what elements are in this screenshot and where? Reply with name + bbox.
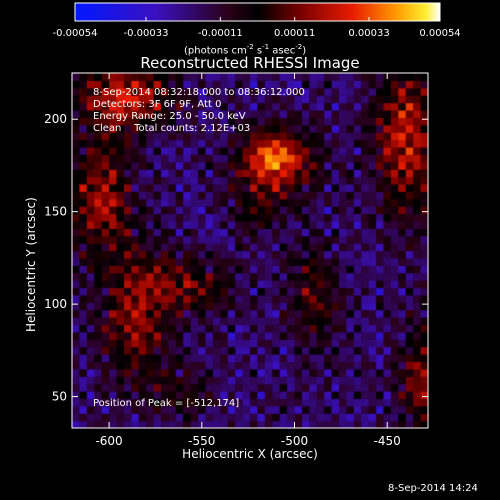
colorbar-tick-label: -0.00033 — [123, 28, 168, 39]
x-tick-label: -550 — [188, 434, 215, 448]
colorbar-tick-label: -0.00054 — [53, 28, 98, 39]
observation-info: 8-Sep-2014 08:32:18.000 to 08:36:12.000 … — [93, 88, 305, 134]
colorbar-tick-label: 0.00054 — [419, 28, 460, 39]
x-tick-label: -450 — [374, 434, 401, 448]
x-tick-label: -500 — [281, 434, 308, 448]
y-axis-ticks: 50 100 150 200 — [44, 112, 428, 404]
info-line-clean: Clean Total counts: 2.12E+03 — [93, 123, 251, 134]
x-axis-label: Heliocentric X (arcsec) — [182, 447, 318, 461]
chart-title: Reconstructed RHESSI Image — [140, 54, 360, 72]
y-tick-label: 200 — [44, 112, 67, 126]
colorbar-ticks: -0.00054 -0.00033 -0.00011 0.00011 0.00033 0.… — [53, 17, 461, 39]
y-tick-label: 150 — [44, 205, 67, 219]
info-line-detectors: Detectors: 3F 6F 9F, Att 0 — [93, 99, 222, 110]
info-line-time: 8-Sep-2014 08:32:18.000 to 08:36:12.000 — [93, 87, 305, 98]
footer-timestamp: 8-Sep-2014 14:24 — [388, 483, 478, 494]
plot-frame — [71, 72, 429, 429]
x-tick-label: -600 — [95, 434, 122, 448]
x-axis-ticks: -600 -550 -500 -450 — [95, 73, 401, 448]
y-tick-label: 100 — [44, 297, 67, 311]
colorbar: -0.00054 -0.00033 -0.00011 0.00011 0.00033 0.… — [53, 2, 461, 39]
heatmap-image — [72, 73, 428, 428]
colorbar-unit-label: (photons cm-2 s-1 asec-2) — [184, 43, 307, 57]
y-axis-label: Heliocentric Y (arcsec) — [24, 197, 38, 332]
peak-position-label: Position of Peak = [-512,174] — [93, 398, 240, 409]
y-tick-label: 50 — [52, 390, 67, 404]
colorbar-tick-label: -0.00011 — [198, 28, 243, 39]
info-line-energy: Energy Range: 25.0 - 50.0 keV — [93, 111, 246, 122]
colorbar-tick-label: 0.00033 — [348, 28, 389, 39]
colorbar-tick-label: 0.00011 — [274, 28, 315, 39]
colorbar-gradient — [74, 2, 441, 22]
